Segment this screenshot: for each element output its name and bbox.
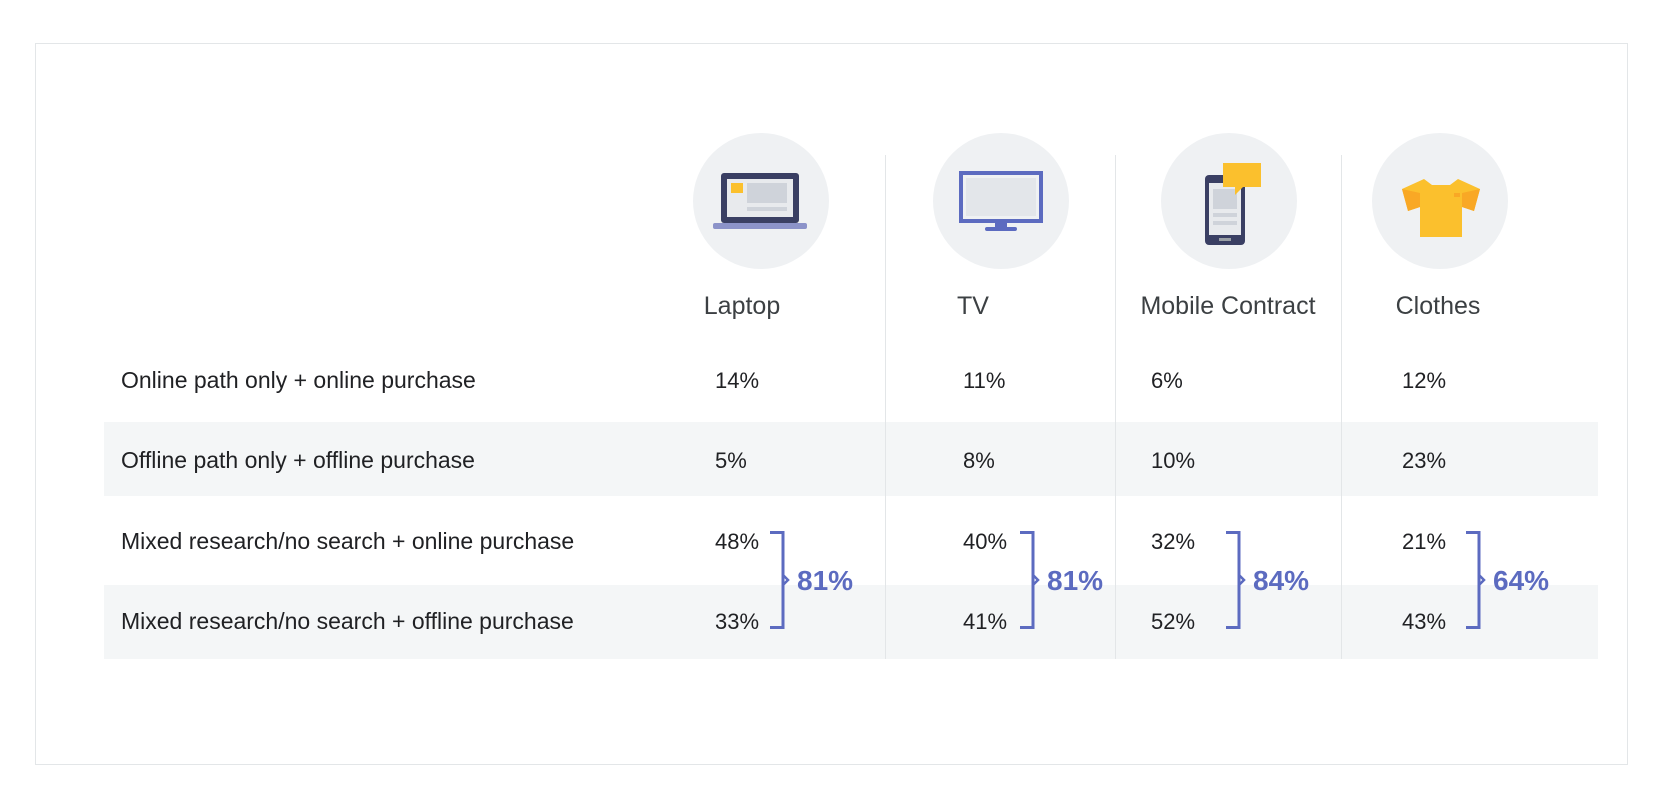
column-divider	[1115, 155, 1116, 659]
cell-value: 14%	[715, 368, 760, 393]
row-label: Offline path only + offline purchase	[121, 447, 475, 473]
cell-value: 11%	[963, 368, 1006, 393]
column-divider	[885, 155, 886, 659]
bracket-total: 64%	[1493, 565, 1550, 596]
row-label: Mixed research/no search + offline purch…	[121, 608, 574, 634]
cell-value: 48%	[715, 529, 760, 554]
cell-value: 5%	[715, 448, 747, 473]
cell-value: 10%	[1151, 448, 1196, 473]
mobile-phone-icon	[1161, 133, 1297, 269]
column-label-mobile-contract: Mobile Contract	[1140, 292, 1316, 320]
cell-value: 33%	[715, 609, 760, 634]
column-label-tv: TV	[957, 292, 989, 320]
bracket-icon	[1466, 531, 1486, 629]
cell-value: 43%	[1402, 609, 1447, 634]
bracket-total: 81%	[1047, 565, 1104, 596]
bracket-icon	[1226, 531, 1246, 629]
row-band-2	[104, 422, 1598, 496]
cell-value: 8%	[963, 448, 995, 473]
column-divider	[1341, 155, 1342, 659]
bracket-icon	[770, 531, 790, 629]
cell-value: 12%	[1402, 368, 1447, 393]
column-label-clothes: Clothes	[1395, 292, 1481, 320]
row-label: Online path only + online purchase	[121, 367, 476, 393]
cell-value: 32%	[1151, 529, 1196, 554]
cell-value: 21%	[1402, 529, 1447, 554]
row-band-4	[104, 585, 1598, 659]
laptop-icon	[693, 133, 829, 269]
bracket-total: 84%	[1253, 565, 1310, 596]
t-shirt-icon	[1372, 133, 1508, 269]
column-label-laptop: Laptop	[703, 292, 781, 320]
cell-value: 52%	[1151, 609, 1196, 634]
cell-value: 40%	[963, 529, 1008, 554]
cell-value: 23%	[1402, 448, 1447, 473]
bracket-icon	[1020, 531, 1040, 629]
row-label: Mixed research/no search + online purcha…	[121, 528, 575, 554]
tv-icon	[933, 133, 1069, 269]
cell-value: 6%	[1151, 368, 1183, 393]
bracket-total: 81%	[797, 565, 854, 596]
cell-value: 41%	[963, 609, 1008, 634]
